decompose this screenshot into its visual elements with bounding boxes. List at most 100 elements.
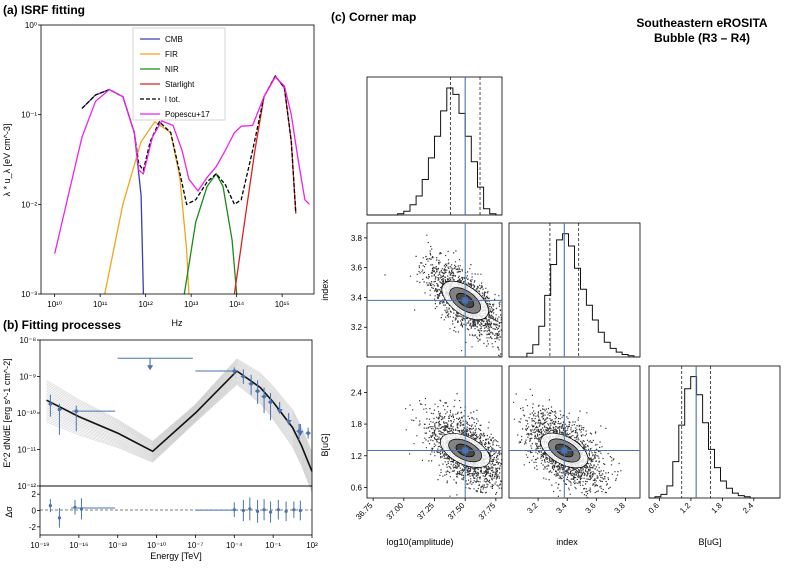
corner-xtick-label: 36.75 bbox=[354, 501, 375, 522]
sed-ul-arrowhead bbox=[285, 420, 292, 425]
resid-point bbox=[276, 508, 280, 512]
corner-amp-index-frame bbox=[366, 222, 503, 358]
sed-model-sample bbox=[46, 362, 313, 460]
corner-xlabel-b: B[uG] bbox=[698, 537, 721, 547]
resid-point bbox=[48, 504, 52, 508]
legend-label: CMB bbox=[165, 35, 183, 44]
corner-hist-amplitude-steps bbox=[367, 87, 502, 216]
legend-label: NIR bbox=[165, 65, 179, 74]
resid-point bbox=[292, 508, 296, 512]
resid-point bbox=[262, 508, 266, 512]
isrf-xtick-label: 10¹⁰ bbox=[47, 300, 62, 309]
corner-ytick-label: 1.8 bbox=[351, 420, 363, 429]
corner-ytick-label: 3.4 bbox=[351, 293, 363, 302]
corner-ytick-label: 0.6 bbox=[351, 483, 363, 492]
isrf-line-fir bbox=[104, 120, 190, 295]
resid-marks bbox=[48, 497, 302, 528]
sed-data-point bbox=[241, 374, 246, 379]
sed-data-point bbox=[57, 407, 62, 412]
isrf-curves bbox=[54, 74, 310, 295]
corner-xtick-label: 37.25 bbox=[415, 501, 436, 522]
resid-ytick-label: 0 bbox=[32, 507, 37, 516]
sed-ytick-label: 10⁻⁸ bbox=[20, 336, 37, 345]
isrf-line-nir bbox=[183, 172, 238, 295]
isrf-ytick-label: 10⁻³ bbox=[21, 290, 37, 299]
corner-xtick-label: 37.75 bbox=[477, 501, 498, 522]
sed-data-point bbox=[48, 402, 53, 406]
sed-xtick-label: 10⁻¹³ bbox=[108, 541, 127, 550]
sed-model-band bbox=[46, 358, 313, 493]
region-title-line2: Bubble (R3 – R4) bbox=[654, 31, 750, 45]
sed-ul-arrowhead bbox=[147, 365, 154, 371]
isrf-frame bbox=[40, 24, 315, 295]
legend-label: FIR bbox=[165, 50, 178, 59]
corner-xtick-label: 37.50 bbox=[446, 501, 467, 522]
sed-data-point bbox=[232, 369, 237, 373]
sed-model-sample bbox=[46, 359, 313, 455]
resid-frame bbox=[39, 485, 313, 536]
sed-ul-arrowhead bbox=[297, 430, 304, 436]
sed-model-sample bbox=[46, 377, 313, 483]
sed-model-sample bbox=[46, 376, 313, 481]
corner-ytick-label: 1.2 bbox=[351, 452, 363, 461]
sed-model-sample bbox=[46, 358, 313, 453]
resid-ylabel: Δσ bbox=[4, 506, 14, 518]
sed-model-sample bbox=[46, 360, 313, 456]
corner-xlabel-index: index bbox=[556, 537, 578, 547]
corner-index-b-best-marker bbox=[561, 447, 568, 454]
isrf-xtick-label: 10¹³ bbox=[184, 300, 199, 309]
sed-ylabel: E^2 dN/dE [erg s^-1 cm^-2] bbox=[2, 358, 12, 467]
resid-point bbox=[268, 510, 273, 514]
legend-label: l tot. bbox=[165, 95, 180, 104]
corner-ylabel-index: index bbox=[320, 279, 330, 301]
corner-ytick-label: 3.2 bbox=[351, 323, 363, 332]
corner-hist-b-steps bbox=[649, 376, 780, 499]
isrf-xlabel: Hz bbox=[172, 318, 183, 328]
sed-model-sample bbox=[46, 384, 313, 493]
sed-model-sample bbox=[46, 375, 313, 479]
sed-model-sample bbox=[46, 368, 313, 469]
corner-ytick-label: 3.8 bbox=[351, 234, 363, 243]
sed-model-sample bbox=[46, 365, 313, 463]
sed-xtick-label: 10² bbox=[306, 541, 318, 550]
resid-point bbox=[241, 508, 245, 513]
sed-data-point bbox=[249, 382, 253, 386]
isrf-ytick-label: 10⁰ bbox=[25, 21, 37, 30]
isrf-xtick-label: 10¹⁴ bbox=[229, 300, 245, 309]
corner-xtick-label: 3.4 bbox=[554, 501, 569, 516]
corner-hist-index-steps bbox=[509, 233, 640, 358]
region-title-line1: Southeastern eROSITA bbox=[636, 16, 767, 30]
resid-point bbox=[284, 509, 288, 513]
sed-model-sample bbox=[46, 381, 313, 490]
corner-xtick-label: 1.8 bbox=[710, 501, 725, 516]
sed-xtick-label: 10⁻¹ bbox=[265, 541, 281, 550]
resid-ytick-label: 2 bbox=[32, 490, 37, 499]
sed-model-sample bbox=[46, 374, 313, 477]
corner-xlabel-amplitude: log10(amplitude) bbox=[386, 537, 453, 547]
sed-marks bbox=[48, 357, 311, 441]
sed-model-sample bbox=[46, 378, 313, 484]
resid-point bbox=[248, 507, 252, 511]
corner-hist-index-frame bbox=[508, 222, 641, 358]
sed-data-point bbox=[74, 409, 79, 413]
legend-label: Starlight bbox=[165, 80, 195, 89]
sed-xtick-label: 10⁻¹⁶ bbox=[69, 541, 88, 550]
sed-data-point bbox=[255, 389, 260, 393]
sed-xtick-label: 10⁻⁷ bbox=[187, 541, 203, 550]
corner-ytick-label: 2.4 bbox=[351, 388, 363, 397]
resid-point bbox=[57, 516, 62, 520]
isrf-line-popescu-17 bbox=[54, 75, 310, 254]
sed-ytick-label: 10⁻⁹ bbox=[19, 373, 36, 382]
sed-model-sample bbox=[46, 379, 313, 486]
corner-amp-b-best-marker bbox=[462, 447, 469, 454]
sed-model-sample bbox=[46, 372, 313, 476]
sed-ytick-label: 10⁻¹² bbox=[18, 482, 37, 491]
sed-data-point bbox=[268, 400, 273, 404]
sed-xtick-label: 10⁻¹⁰ bbox=[147, 541, 166, 550]
sed-model-sample bbox=[46, 367, 313, 467]
sed-ytick-label: 10⁻¹⁰ bbox=[17, 409, 36, 418]
corner-hist-b-frame bbox=[648, 365, 781, 499]
title-isrf: (a) ISRF fitting bbox=[3, 3, 85, 17]
